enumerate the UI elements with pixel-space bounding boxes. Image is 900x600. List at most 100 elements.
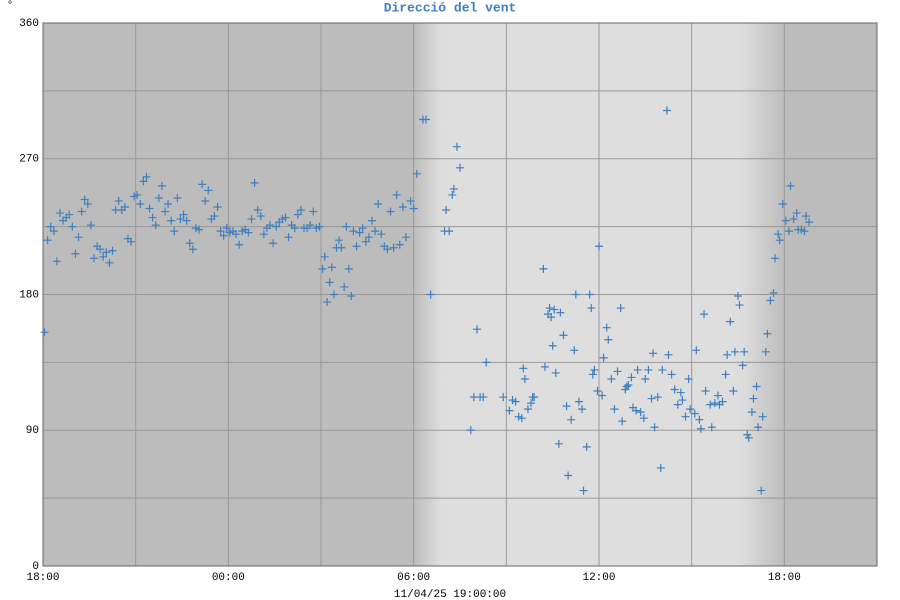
data-point bbox=[250, 178, 259, 187]
data-point bbox=[377, 230, 386, 239]
data-point bbox=[632, 406, 641, 415]
data-point bbox=[43, 236, 52, 245]
x-tick-label: 12:00 bbox=[582, 572, 615, 584]
data-point bbox=[235, 240, 244, 249]
data-point bbox=[517, 414, 526, 423]
data-point bbox=[523, 405, 532, 414]
data-point bbox=[164, 200, 173, 208]
data-point bbox=[367, 216, 376, 225]
data-point bbox=[96, 245, 105, 254]
data-point bbox=[364, 233, 373, 242]
data-point bbox=[706, 400, 715, 409]
data-point bbox=[259, 230, 268, 239]
y-unit: ° bbox=[7, 0, 14, 12]
data-point bbox=[588, 370, 597, 379]
data-point bbox=[422, 115, 431, 124]
data-point bbox=[641, 374, 650, 383]
data-point bbox=[49, 227, 58, 236]
data-point bbox=[758, 412, 767, 421]
data-point bbox=[290, 224, 299, 233]
data-point bbox=[139, 177, 148, 186]
data-point bbox=[707, 423, 716, 432]
data-point bbox=[426, 290, 435, 299]
data-point bbox=[154, 193, 163, 202]
data-point bbox=[604, 335, 613, 344]
data-point bbox=[527, 399, 536, 408]
data-point bbox=[761, 347, 770, 356]
data-point bbox=[624, 381, 633, 389]
data-point bbox=[757, 486, 766, 495]
data-point bbox=[86, 221, 95, 230]
data-point bbox=[695, 415, 704, 424]
data-point bbox=[616, 304, 625, 313]
data-point bbox=[392, 190, 401, 199]
data-point bbox=[701, 387, 710, 396]
data-point bbox=[182, 216, 191, 225]
data-point bbox=[188, 245, 197, 254]
data-point bbox=[749, 394, 758, 403]
data-point bbox=[595, 242, 603, 251]
data-point bbox=[505, 406, 514, 415]
data-point bbox=[570, 346, 579, 355]
data-point bbox=[449, 184, 458, 193]
data-point bbox=[644, 365, 653, 374]
data-point bbox=[562, 402, 571, 411]
data-point bbox=[571, 290, 580, 299]
data-point bbox=[337, 243, 346, 252]
data-point bbox=[114, 196, 123, 205]
data-point bbox=[530, 393, 539, 402]
data-point bbox=[681, 412, 690, 421]
x-tick-label: 18:00 bbox=[26, 572, 59, 584]
data-point bbox=[653, 393, 662, 402]
data-point bbox=[599, 353, 608, 362]
data-point bbox=[673, 400, 682, 409]
plot-border bbox=[42, 22, 878, 567]
data-point bbox=[293, 210, 302, 219]
data-point bbox=[68, 222, 77, 231]
data-point bbox=[281, 213, 290, 222]
data-point bbox=[256, 212, 265, 221]
data-point bbox=[198, 180, 207, 189]
data-point bbox=[710, 399, 719, 408]
data-point bbox=[136, 200, 145, 208]
data-point bbox=[77, 207, 86, 216]
data-point bbox=[284, 233, 293, 242]
data-point bbox=[358, 224, 367, 233]
data-point bbox=[315, 222, 324, 231]
data-point bbox=[805, 218, 814, 227]
data-point bbox=[554, 439, 563, 448]
data-point bbox=[173, 193, 182, 202]
data-point bbox=[771, 254, 780, 263]
data-point bbox=[371, 227, 380, 236]
data-point bbox=[374, 200, 383, 208]
data-point bbox=[792, 209, 801, 218]
data-point bbox=[185, 239, 194, 248]
chart-title: Direcció del vent bbox=[384, 0, 517, 15]
data-point bbox=[327, 263, 336, 272]
data-point bbox=[142, 172, 151, 181]
data-point bbox=[482, 358, 491, 367]
data-point bbox=[266, 221, 275, 230]
data-point bbox=[340, 282, 349, 291]
data-point bbox=[247, 215, 256, 224]
data-point bbox=[219, 231, 228, 240]
data-point bbox=[511, 397, 520, 406]
data-point bbox=[636, 408, 645, 417]
data-point bbox=[213, 203, 222, 212]
data-point bbox=[108, 246, 117, 255]
data-point bbox=[272, 222, 281, 231]
data-point bbox=[658, 365, 667, 374]
data-point bbox=[409, 204, 418, 213]
data-point bbox=[649, 349, 658, 358]
data-point bbox=[774, 230, 783, 239]
data-point bbox=[763, 329, 772, 338]
data-point bbox=[194, 225, 203, 234]
data-point bbox=[74, 233, 83, 242]
data-point bbox=[766, 296, 775, 305]
data-point bbox=[784, 227, 793, 236]
data-point bbox=[89, 254, 98, 263]
data-point bbox=[690, 409, 699, 418]
data-point bbox=[786, 181, 795, 190]
data-point bbox=[678, 396, 687, 405]
